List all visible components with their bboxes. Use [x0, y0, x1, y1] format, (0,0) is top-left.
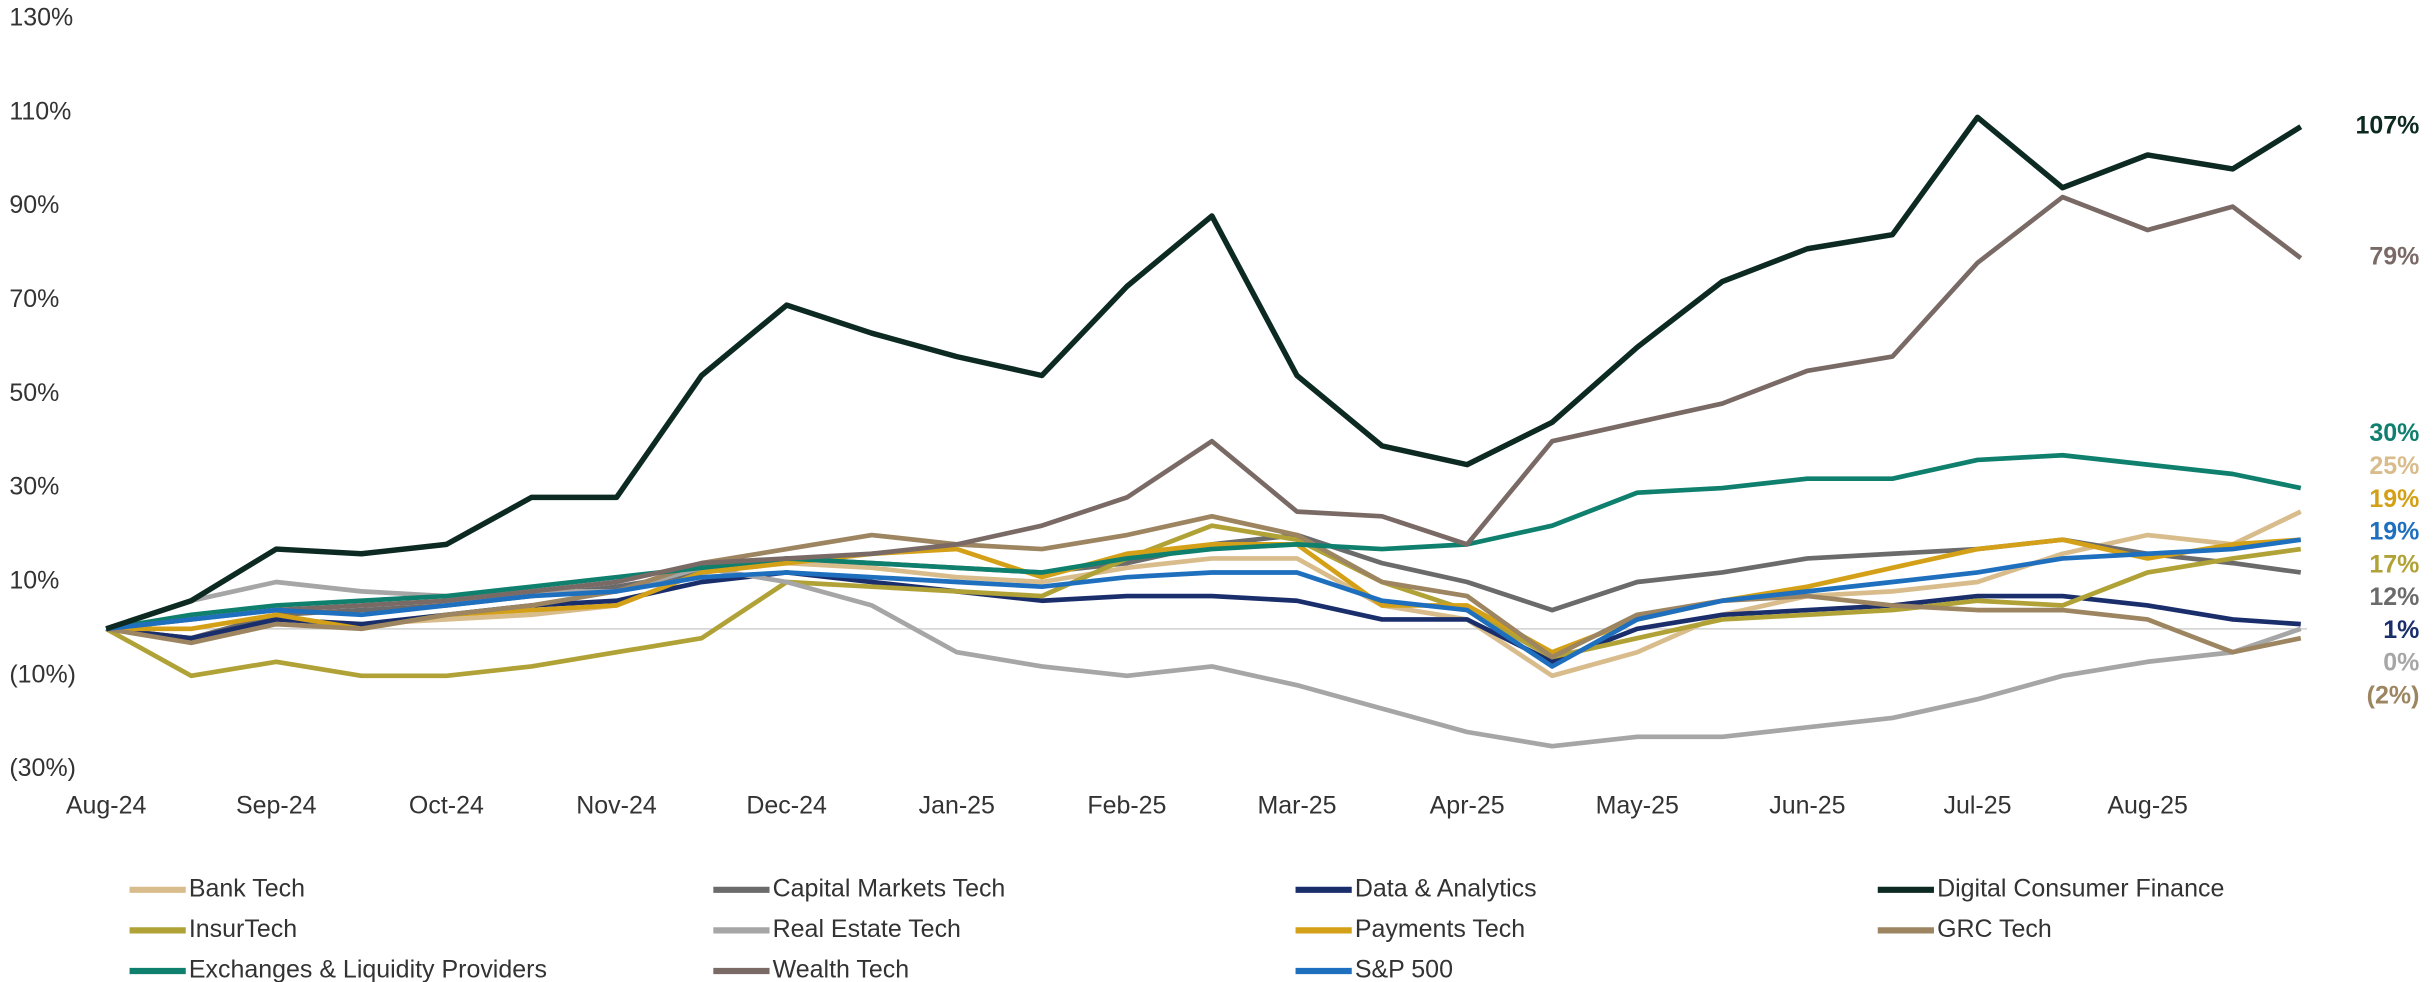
x-tick-label: Jun-25 [1769, 792, 1845, 820]
x-tick-label: Dec-24 [746, 792, 827, 820]
end-label: 12% [2369, 583, 2419, 611]
legend-label: Capital Markets Tech [773, 874, 1006, 902]
x-tick-label: Mar-25 [1257, 792, 1336, 820]
lines [105, 114, 2303, 749]
x-tick-label: Sep-24 [236, 792, 317, 820]
y-tick-label: 70% [9, 285, 59, 313]
end-label: 107% [2356, 111, 2420, 139]
legend-label: S&P 500 [1355, 956, 1453, 982]
y-tick-label: (30%) [9, 754, 76, 782]
y-tick-label: 10% [9, 567, 59, 595]
legend-label: Payments Tech [1355, 915, 1525, 943]
series-line [105, 194, 2303, 632]
legend-label: Real Estate Tech [773, 915, 961, 943]
legend-label: Data & Analytics [1355, 874, 1537, 902]
series-line [105, 523, 2302, 679]
x-tick-label: Jul-25 [1944, 792, 2012, 820]
x-tick-label: Jan-25 [919, 792, 995, 820]
y-tick-label: 130% [9, 3, 73, 31]
end-label: 79% [2369, 243, 2419, 271]
end-label: 17% [2369, 550, 2419, 578]
legend: Bank Tech Capital Markets Tech Data & Anal… [129, 874, 2224, 982]
legend-label: InsurTech [189, 915, 297, 943]
x-tick-label: Apr-25 [1430, 792, 1505, 820]
end-label: 19% [2369, 485, 2419, 513]
x-tick-label: Feb-25 [1087, 792, 1166, 820]
end-labels: 107% 79% 30% 25% 19% 19% 17% 12% 1% 0% (2%) [2356, 111, 2420, 709]
legend-label: GRC Tech [1937, 915, 2052, 943]
axes: 130% 110% 90% 70% 50% 30% 10% (10%) (30%) Aug-24 S… [9, 3, 2308, 820]
legend-label: Bank Tech [189, 874, 305, 902]
end-label: 19% [2369, 518, 2419, 546]
end-label: 30% [2369, 419, 2419, 447]
series-line [105, 509, 2302, 679]
legend-label: Digital Consumer Finance [1937, 874, 2224, 902]
legend-label: Exchanges & Liquidity Providers [189, 956, 547, 982]
y-tick-label: 50% [9, 379, 59, 407]
series-line [105, 452, 2302, 632]
end-label: 1% [2383, 616, 2419, 644]
x-tick-label: Oct-24 [409, 792, 484, 820]
x-tick-label: May-25 [1596, 792, 1679, 820]
end-label: 0% [2383, 649, 2419, 677]
x-tick-label: Aug-25 [2107, 792, 2188, 820]
x-tick-label: Aug-24 [66, 792, 147, 820]
legend-label: Wealth Tech [773, 956, 910, 982]
series-line [105, 114, 2303, 632]
end-label: 25% [2369, 452, 2419, 480]
series-line [105, 513, 2302, 660]
y-tick-label: 30% [9, 473, 59, 501]
y-tick-label: (10%) [9, 660, 76, 688]
x-tick-label: Nov-24 [576, 792, 657, 820]
series-line [105, 537, 2302, 669]
y-tick-label: 90% [9, 191, 59, 219]
end-label: (2%) [2367, 681, 2420, 709]
y-tick-label: 110% [9, 97, 71, 125]
